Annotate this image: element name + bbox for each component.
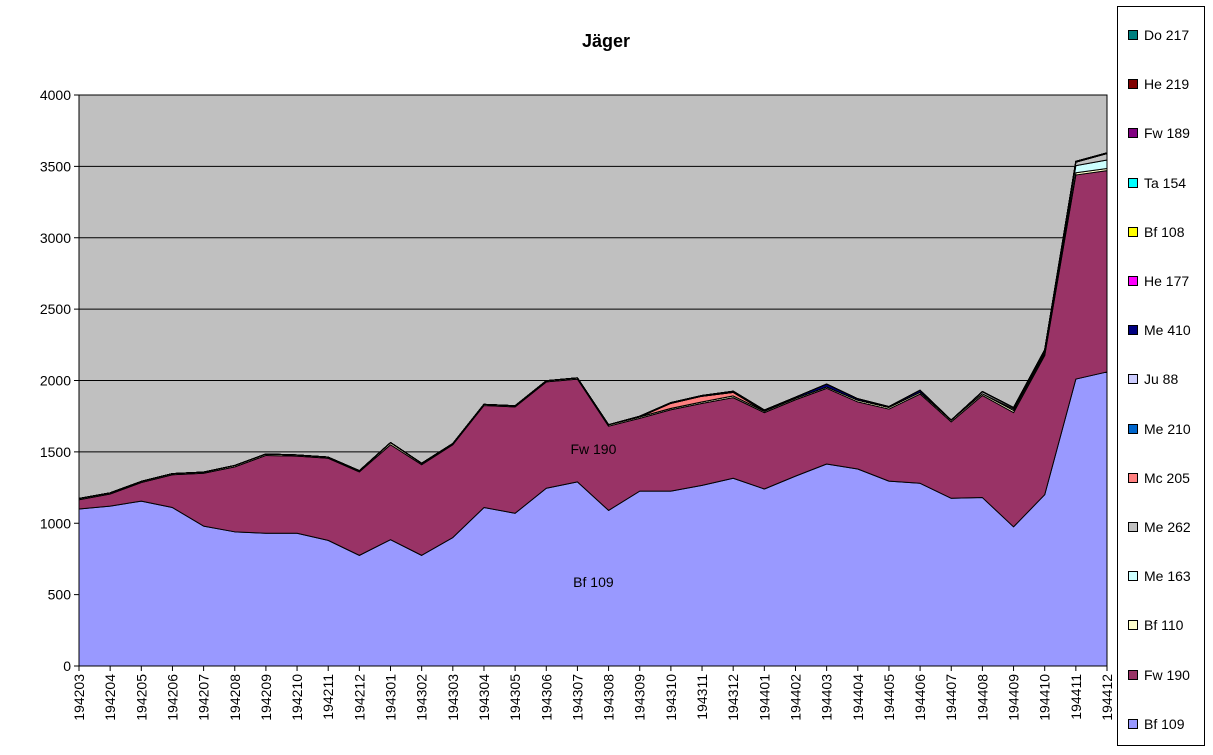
x-tick-label: 194412 bbox=[1099, 674, 1115, 721]
chart-title: Jäger bbox=[582, 31, 630, 51]
x-tick-label: 194306 bbox=[538, 674, 554, 721]
x-tick-label: 194308 bbox=[601, 674, 617, 721]
legend-label: Bf 109 bbox=[1144, 715, 1185, 732]
x-tick-label: 194205 bbox=[133, 674, 149, 721]
legend-item: Ta 154 bbox=[1128, 175, 1186, 191]
x-tick-label: 194204 bbox=[102, 674, 118, 721]
x-tick-label: 194211 bbox=[320, 674, 336, 720]
legend-label: Fw 189 bbox=[1144, 125, 1190, 142]
legend-item: Me 410 bbox=[1128, 322, 1191, 338]
legend-label: He 177 bbox=[1144, 273, 1190, 289]
series-label: Bf 109 bbox=[573, 574, 614, 590]
legend-swatch bbox=[1128, 79, 1138, 90]
x-tick-label: 194410 bbox=[1037, 674, 1053, 721]
legend-swatch bbox=[1128, 472, 1138, 483]
x-tick-label: 194404 bbox=[850, 674, 866, 721]
y-tick-label: 2000 bbox=[40, 373, 71, 389]
legend-item: He 177 bbox=[1128, 273, 1189, 289]
x-tick-label: 194209 bbox=[258, 674, 274, 721]
legend-label: Me 410 bbox=[1144, 322, 1191, 339]
x-tick-label: 194408 bbox=[974, 674, 990, 721]
x-tick-label: 194206 bbox=[164, 674, 180, 721]
x-tick-label: 194307 bbox=[569, 674, 585, 721]
x-tick-label: 194302 bbox=[414, 674, 430, 721]
x-tick-label: 194311 bbox=[694, 674, 710, 720]
x-tick-labels: 194203 194204 194205 194206 194207 194208 1942… bbox=[71, 666, 1115, 721]
legend-swatch bbox=[1128, 30, 1138, 40]
legend-swatch bbox=[1128, 374, 1138, 385]
legend-item: Mc 205 bbox=[1128, 470, 1190, 486]
x-tick-label: 194304 bbox=[476, 674, 492, 721]
legend-item: Bf 108 bbox=[1128, 224, 1184, 240]
legend-label: Me 163 bbox=[1144, 568, 1191, 585]
x-tick-label: 194301 bbox=[383, 674, 399, 721]
legend-label: Fw 190 bbox=[1144, 666, 1190, 683]
x-tick-label: 194407 bbox=[943, 674, 959, 721]
legend-label: Do 217 bbox=[1144, 27, 1190, 43]
x-tick-label: 194203 bbox=[71, 674, 87, 721]
x-tick-label: 194406 bbox=[912, 674, 928, 721]
y-tick-label: 1500 bbox=[40, 444, 71, 460]
y-tick-label: 3500 bbox=[40, 158, 71, 174]
y-tick-label: 1000 bbox=[40, 515, 71, 531]
legend-label: Ju 88 bbox=[1144, 371, 1179, 388]
x-tick-label: 194411 bbox=[1068, 674, 1084, 720]
x-tick-label: 194409 bbox=[1006, 674, 1022, 721]
y-tick-label: 3000 bbox=[40, 230, 71, 246]
legend-swatch bbox=[1128, 128, 1138, 139]
y-tick-label: 0 bbox=[63, 658, 71, 674]
legend-item: Me 210 bbox=[1128, 421, 1191, 437]
legend-item: He 219 bbox=[1128, 76, 1189, 92]
legend-label: Bf 108 bbox=[1144, 223, 1185, 240]
y-tick-label: 2500 bbox=[40, 301, 71, 317]
legend-item: Bf 110 bbox=[1128, 617, 1183, 633]
legend-label: Bf 110 bbox=[1144, 617, 1184, 634]
x-tick-label: 194405 bbox=[881, 674, 897, 721]
x-tick-label: 194309 bbox=[632, 674, 648, 721]
legend-label: Me 262 bbox=[1144, 519, 1191, 535]
x-tick-label: 194208 bbox=[227, 674, 243, 721]
legend-item: Ju 88 bbox=[1128, 371, 1178, 387]
legend-item: Me 262 bbox=[1128, 519, 1191, 535]
annotations: Fw 190 Bf 109 bbox=[570, 441, 616, 590]
legend-swatch bbox=[1128, 423, 1138, 434]
x-tick-label: 194207 bbox=[196, 674, 212, 721]
y-tick-label: 4000 bbox=[40, 87, 71, 103]
legend-swatch bbox=[1128, 226, 1138, 237]
x-tick-label: 194401 bbox=[756, 674, 772, 721]
x-tick-label: 194312 bbox=[725, 674, 741, 721]
legend-swatch bbox=[1128, 718, 1138, 729]
legend-swatch bbox=[1128, 620, 1138, 631]
x-tick-label: 194303 bbox=[445, 674, 461, 721]
series-label: Fw 190 bbox=[570, 441, 616, 457]
legend-swatch bbox=[1128, 177, 1138, 188]
legend-swatch bbox=[1128, 571, 1138, 582]
legend-item: Fw 189 bbox=[1128, 125, 1190, 141]
y-tick-label: 500 bbox=[48, 587, 72, 603]
y-tick-labels: 0 500 1000 1500 2000 2500 3000 3500 4000 bbox=[40, 87, 79, 674]
legend-item: Me 163 bbox=[1128, 568, 1191, 584]
legend: Do 217 He 219 Fw 189 Ta 154 Bf 108 He 177 Me 4… bbox=[1117, 6, 1205, 746]
x-tick-label: 194310 bbox=[663, 674, 679, 721]
x-tick-label: 194403 bbox=[819, 674, 835, 721]
legend-label: Me 210 bbox=[1144, 420, 1191, 437]
legend-label: He 219 bbox=[1144, 76, 1190, 93]
x-tick-label: 194212 bbox=[351, 674, 367, 721]
x-tick-label: 194402 bbox=[787, 674, 803, 721]
legend-label: Ta 154 bbox=[1144, 174, 1187, 191]
legend-swatch bbox=[1128, 325, 1138, 336]
x-tick-label: 194210 bbox=[289, 674, 305, 721]
legend-item: Bf 109 bbox=[1128, 716, 1184, 732]
legend-swatch bbox=[1128, 669, 1138, 680]
legend-item: Do 217 bbox=[1128, 27, 1189, 43]
legend-label: Mc 205 bbox=[1144, 469, 1190, 486]
legend-swatch bbox=[1128, 522, 1138, 532]
legend-item: Fw 190 bbox=[1128, 667, 1190, 683]
legend-swatch bbox=[1128, 276, 1138, 286]
x-tick-label: 194305 bbox=[507, 674, 523, 721]
